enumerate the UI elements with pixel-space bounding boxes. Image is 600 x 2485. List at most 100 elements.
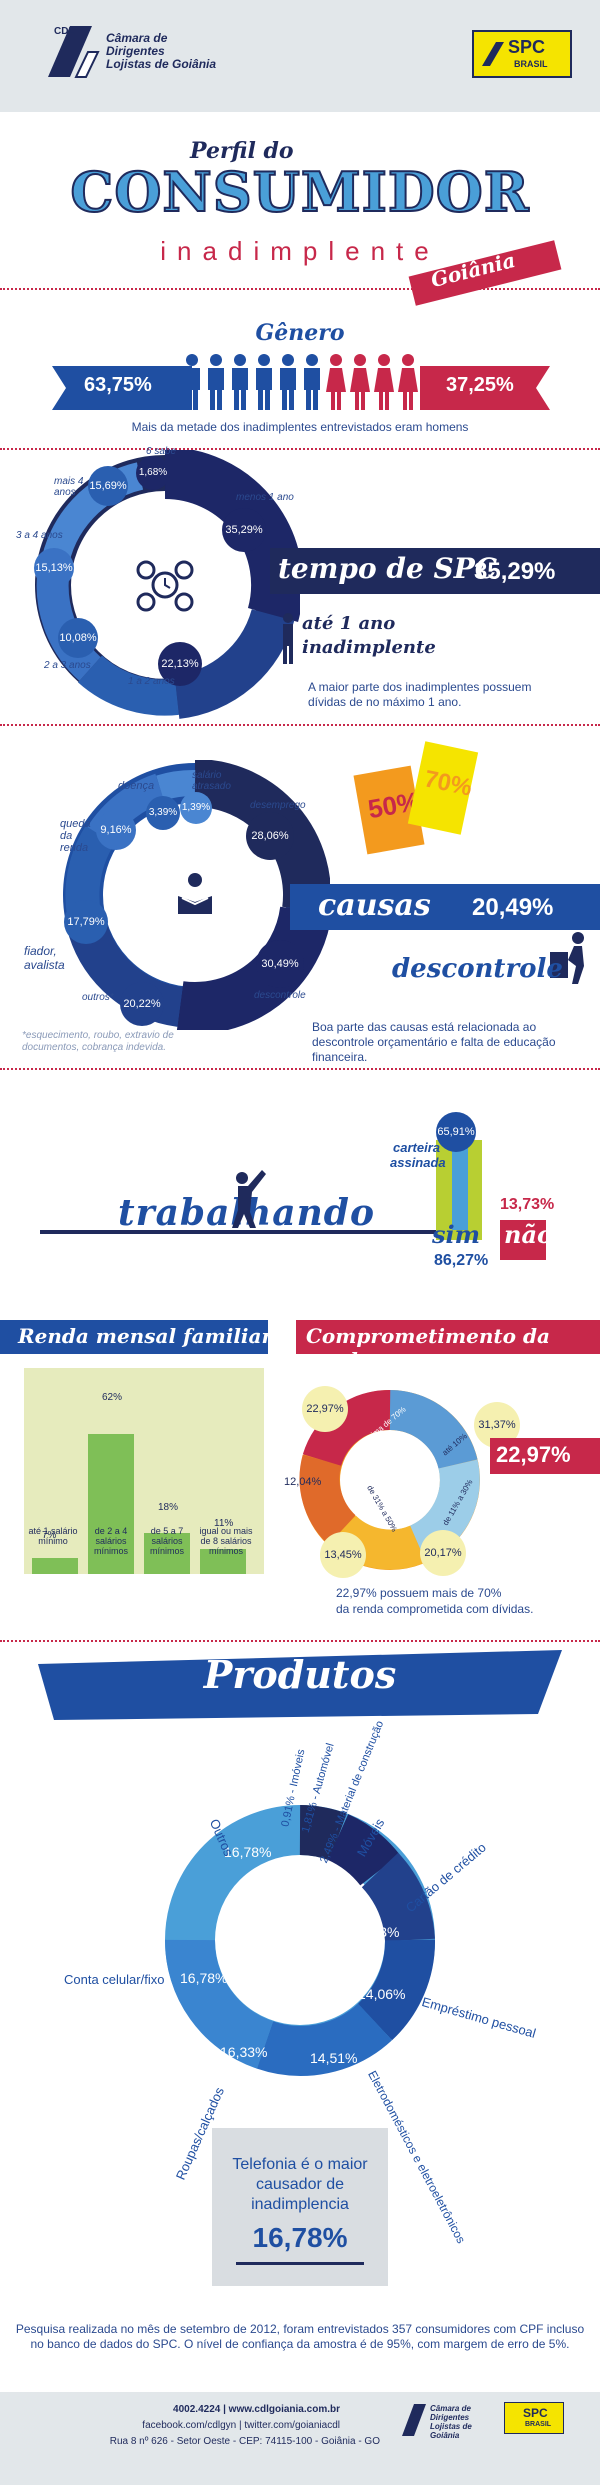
people-icon <box>184 354 418 410</box>
causas-value-outros: 20,22% <box>120 982 164 1026</box>
tempo-text: A maior parte dos inadimplentes possuem … <box>308 680 532 709</box>
causas-label-fiador: fiador, avalista <box>24 944 65 972</box>
footer-cdl-name-1: Câmara de <box>430 2404 471 2413</box>
nao-bar <box>500 1220 546 1260</box>
cdl-logo-icon <box>402 2404 426 2436</box>
clock-icon <box>136 560 194 612</box>
renda-heading-banner <box>0 1320 268 1354</box>
title-sub: inadimplente <box>160 236 440 266</box>
causas-label-doenca: doença <box>118 780 155 792</box>
spc-logo-text: SPC <box>508 37 546 57</box>
renda-bar <box>32 1558 78 1574</box>
cdl-logo: CDL Câmara de Dirigentes Lojistas de Goi… <box>40 22 240 82</box>
produtos-ribbon <box>38 1650 562 1720</box>
carteira-label: carteira assinada <box>390 1140 446 1170</box>
spc-brasil-text: BRASIL <box>514 59 548 69</box>
pesquisa-text: Pesquisa realizada no mês de setembro de… <box>15 2322 585 2351</box>
comprometimento-highlight: 22,97% <box>496 1442 571 1467</box>
causas-value-salario: 1,39% <box>180 792 212 824</box>
cdl-name-2: Dirigentes <box>106 44 165 58</box>
nao-label: não <box>504 1220 554 1249</box>
tempo-label-2a3: 2 a 3 anos <box>44 660 91 671</box>
telefonia-text-3: inadimplencia <box>251 2196 349 2213</box>
cdl-name-1: Câmara de <box>106 31 168 45</box>
genero-banner-left <box>52 366 192 410</box>
causas-banner-text: causas <box>318 888 431 923</box>
footer-address: Rua 8 nº 626 - Setor Oeste - CEP: 74115-… <box>109 2436 380 2447</box>
comprometimento-value: 12,04% <box>284 1476 322 1488</box>
produtos-value: 10,43% <box>352 1924 400 1940</box>
produtos-value: 16,78% <box>180 1970 228 1986</box>
genero-banner-right <box>420 366 550 410</box>
sim-value: 86,27% <box>434 1252 489 1269</box>
causas-banner <box>290 884 600 930</box>
causas-value-descontrole: 30,49% <box>256 940 304 988</box>
tempo-label-6sabe: 6 sabe <box>146 446 177 457</box>
footer-spc-logo: SPC BRASIL <box>504 2402 564 2434</box>
causas-label-salario: salário atrasado <box>192 770 231 792</box>
reading-person-icon <box>178 873 212 914</box>
tempo-label-mais: mais 4 anos <box>54 476 84 498</box>
produtos-heading: Produtos <box>203 1652 397 1697</box>
tempo-highlight: até 1 ano inadimplente <box>302 613 436 658</box>
produtos-value: 5,90% <box>322 1888 362 1904</box>
genero-caption: Mais da metade dos inadimplentes entrevi… <box>131 420 469 434</box>
tempo-value-3: 10,08% <box>58 618 98 658</box>
tempo-banner-text: tempo de SPC <box>278 552 498 585</box>
telefonia-value: 16,78% <box>252 2222 348 2253</box>
renda-bar <box>88 1434 134 1574</box>
person-pushing-icon <box>550 932 584 984</box>
nao-value: 13,73% <box>500 1196 555 1213</box>
causas-text: Boa parte das causas está relacionada ao… <box>312 1020 556 1064</box>
causas-label-queda: queda da renda <box>60 818 91 854</box>
telefonia-text-2: causador de <box>255 2176 345 2193</box>
tempo-label-1a2: 1 a 2 anos <box>128 676 175 687</box>
footer-spc-text: SPC <box>523 2406 548 2420</box>
causas-highlight: descontrole <box>392 954 563 984</box>
tempo-banner-value: 35,29% <box>474 558 556 585</box>
comprometimento-value: 20,17% <box>420 1530 466 1576</box>
title-main: CONSUMIDOR <box>69 159 530 225</box>
renda-label: até 1 salário mínimo <box>28 1526 78 1546</box>
tempo-banner <box>270 548 600 594</box>
renda-pct: 7% <box>42 1530 57 1541</box>
trabalhando-line <box>40 1230 470 1234</box>
divider <box>0 724 600 726</box>
produtos-donut <box>164 1805 435 2076</box>
produtos-value: 16,78% <box>224 1844 272 1860</box>
causas-label-outros: outros* <box>82 992 114 1003</box>
renda-pct: 62% <box>102 1392 123 1403</box>
spc-arrow-icon <box>482 42 504 66</box>
renda-pct: 18% <box>158 1502 179 1513</box>
footer <box>0 2392 600 2485</box>
tempo-value-6: 1,68% <box>136 456 170 490</box>
comprometimento-heading-banner <box>296 1320 600 1354</box>
renda-label: igual ou mais de 8 salários mínimos <box>199 1526 253 1556</box>
causas-banner-value: 20,49% <box>472 894 554 921</box>
produtos-value: 16,33% <box>220 2044 268 2060</box>
causas-label-descontrole: descontrole <box>254 990 306 1001</box>
telefonia-box <box>212 2128 388 2286</box>
footer-social[interactable]: facebook.com/cdlgyn | twitter.com/goiani… <box>142 2420 340 2431</box>
renda-bar <box>144 1533 190 1574</box>
footer-cdl-logo: Câmara de Dirigentes Lojistas de Goiânia <box>400 2400 496 2440</box>
cdl-logo-icon <box>48 26 100 78</box>
divider <box>0 448 600 450</box>
footer-cdl-name-2: Dirigentes <box>430 2413 470 2422</box>
footer-spc-brasil: BRASIL <box>525 2421 552 2428</box>
footer-cdl-name-3: Lojistas de Goiânia <box>430 2422 472 2440</box>
tempo-value-2: 22,13% <box>158 642 202 686</box>
produtos-value: 14,51% <box>310 2050 358 2066</box>
footer-phone[interactable]: 4002.4224 | www.cdlgoiania.com.br <box>173 2404 340 2415</box>
tempo-value-1: 35,29% <box>222 508 266 552</box>
tempo-value-5: 15,69% <box>88 466 128 506</box>
genero-male-pct: 63,75% <box>84 374 152 396</box>
renda-bar <box>200 1549 246 1574</box>
renda-chart: 7% 62% 18% 11% <box>24 1368 264 1574</box>
telefonia-underline <box>236 2262 364 2265</box>
tempo-label-menos: menos 1 ano <box>236 492 294 503</box>
tempo-value-4: 15,13% <box>34 548 74 588</box>
divider <box>0 1068 600 1070</box>
sim-label: sim <box>432 1220 481 1249</box>
tempo-label-3a4: 3 a 4 anos <box>16 530 63 541</box>
